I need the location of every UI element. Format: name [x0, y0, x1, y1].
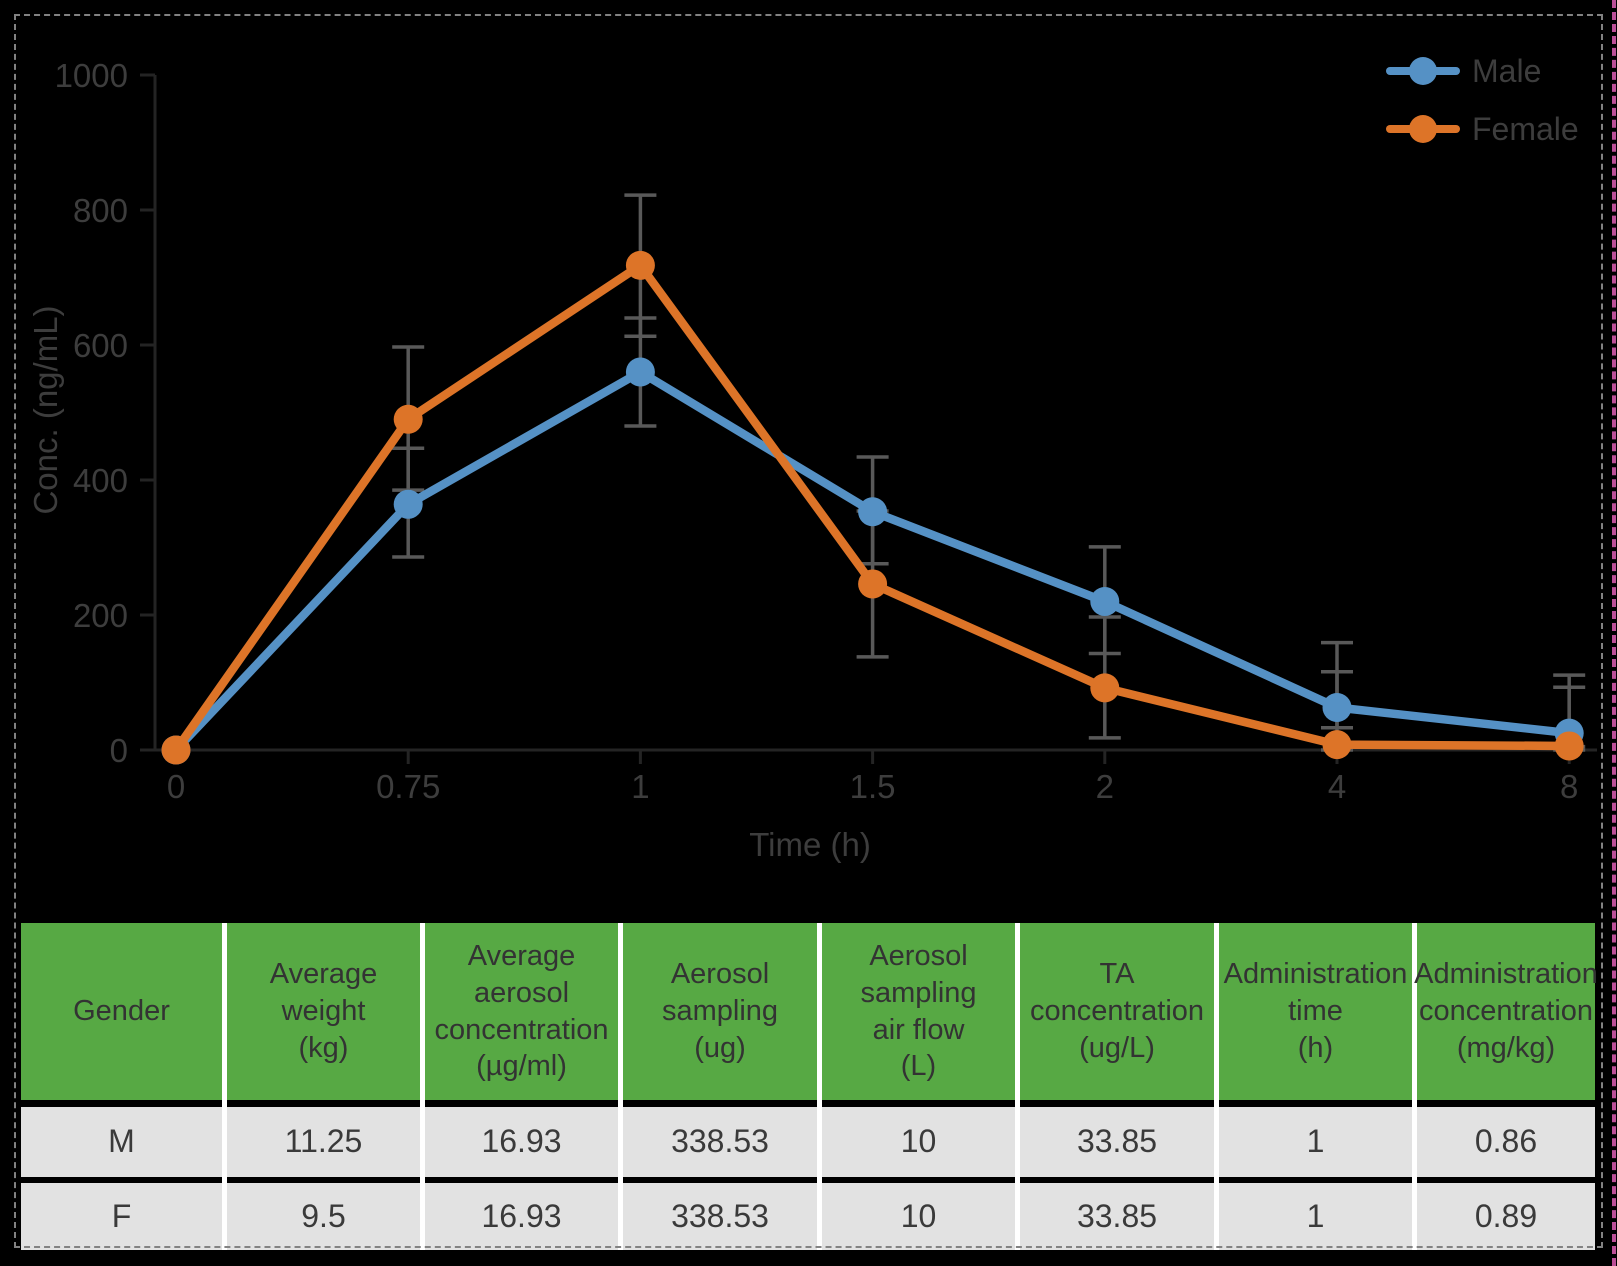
data-point-female	[858, 569, 888, 599]
parameters-table: Gender Average weight (kg) Average aeros…	[21, 923, 1598, 1250]
y-axis-tick-label: 600	[73, 327, 128, 364]
male-legend-dot	[1409, 57, 1437, 85]
data-point-female	[1322, 730, 1352, 760]
data-point-male	[858, 497, 888, 527]
table-cell-m-admin-concentration: 0.86	[1417, 1106, 1595, 1177]
x-axis-tick-label: 0.75	[376, 768, 440, 805]
legend-item-female: Female	[1386, 111, 1579, 147]
table-cell-m-gender: M	[21, 1106, 222, 1177]
data-point-female	[1090, 673, 1120, 703]
legend-label-female: Female	[1472, 110, 1579, 147]
concentration-time-chart: 0 200 400 600 800 1000 0 0.75 1 1.5 2 4 8	[55, 57, 1597, 805]
table-cell-m-aerosol-concentration: 16.93	[425, 1106, 618, 1177]
table-cell-f-weight: 9.5	[227, 1183, 420, 1250]
x-axis-tick-label: 8	[1560, 768, 1578, 805]
table-cell-f-ta-concentration: 33.85	[1020, 1183, 1214, 1250]
data-point-male	[1090, 587, 1120, 616]
table-cell-m-air-flow: 10	[822, 1106, 1015, 1177]
y-axis-tick-label: 200	[73, 597, 128, 634]
data-point-male	[625, 357, 655, 387]
header-cell-administration-concentration: Administration concentration (mg/kg)	[1414, 923, 1598, 1100]
table-cell-f-gender: F	[21, 1183, 222, 1250]
header-cell-gender: Gender	[21, 923, 222, 1100]
data-point-male	[1322, 692, 1352, 722]
female-legend-dot	[1409, 115, 1437, 143]
table-column-divider	[618, 923, 623, 1250]
legend-item-male: Male	[1386, 53, 1579, 89]
y-axis-tick-label: 400	[73, 462, 128, 499]
table-column-divider	[1412, 923, 1417, 1250]
y-axis-tick-label: 800	[73, 192, 128, 229]
table-cell-f-admin-time: 1	[1219, 1183, 1412, 1250]
x-axis-tick-label: 2	[1096, 768, 1114, 805]
table-column-divider	[1214, 923, 1219, 1250]
female-line-marker-icon	[1386, 114, 1460, 144]
table-cell-m-admin-time: 1	[1219, 1106, 1412, 1177]
header-cell-average-aerosol-concentration: Average aerosol concentration (µg/ml)	[425, 923, 618, 1100]
table-cell-m-aerosol-sampling: 338.53	[623, 1106, 817, 1177]
table-grid: Gender Average weight (kg) Average aeros…	[21, 923, 1598, 1250]
x-axis-tick-label: 1.5	[850, 768, 896, 805]
y-axis-title: Conc. (ng/mL)	[27, 305, 64, 515]
chart-legend: Male Female	[1386, 53, 1579, 147]
x-axis-tick-label: 0	[167, 768, 185, 805]
table-column-divider	[1015, 923, 1020, 1250]
header-cell-average-weight: Average weight (kg)	[227, 923, 420, 1100]
x-axis-title: Time (h)	[749, 826, 871, 863]
x-axis-tick-label: 1	[631, 768, 649, 805]
table-column-divider	[817, 923, 822, 1250]
male-line-marker-icon	[1386, 56, 1460, 86]
table-cell-f-aerosol-concentration: 16.93	[425, 1183, 618, 1250]
data-point-female	[1554, 731, 1584, 761]
data-point-female	[393, 404, 423, 434]
header-cell-aerosol-sampling: Aerosol sampling (ug)	[623, 923, 817, 1100]
header-cell-administration-time: Administration time (h)	[1219, 923, 1412, 1100]
y-axis-tick-label: 0	[110, 732, 128, 769]
table-column-divider	[222, 923, 227, 1250]
table-cell-m-weight: 11.25	[227, 1106, 420, 1177]
table-cell-f-admin-concentration: 0.89	[1417, 1183, 1595, 1250]
header-cell-ta-concentration: TA concentration (ug/L)	[1020, 923, 1214, 1100]
table-column-divider	[420, 923, 425, 1250]
table-cell-f-aerosol-sampling: 338.53	[623, 1183, 817, 1250]
x-axis-tick-label: 4	[1328, 768, 1346, 805]
data-point-female	[625, 250, 655, 280]
table-cell-m-ta-concentration: 33.85	[1020, 1106, 1214, 1177]
table-cell-f-air-flow: 10	[822, 1183, 1015, 1250]
data-point-female	[161, 735, 191, 765]
data-point-male	[393, 489, 423, 519]
legend-label-male: Male	[1472, 52, 1542, 89]
header-cell-aerosol-sampling-air-flow: Aerosol sampling air flow (L)	[822, 923, 1015, 1100]
y-axis-tick-label: 1000	[55, 57, 128, 94]
